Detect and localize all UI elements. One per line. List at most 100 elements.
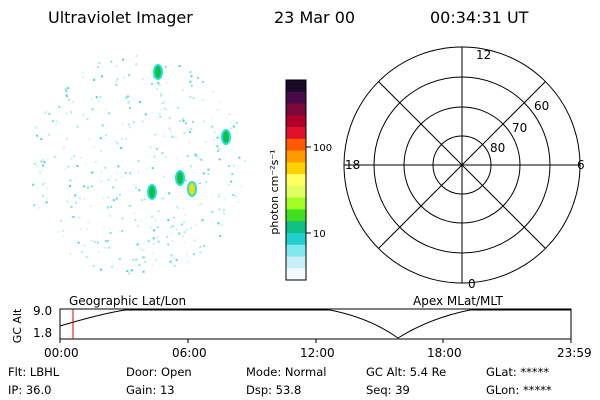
image-speckle <box>203 245 206 247</box>
image-speckle <box>191 120 194 123</box>
colorbar-band <box>286 268 306 281</box>
image-speckle <box>201 219 204 222</box>
colorbar-band <box>286 80 306 93</box>
image-speckle <box>100 150 103 152</box>
image-speckle <box>120 147 123 149</box>
image-speckle <box>42 158 45 161</box>
image-speckle <box>114 81 117 84</box>
lat-label-60: 60 <box>534 99 549 113</box>
image-speckle <box>169 226 172 229</box>
image-speckle <box>155 147 158 150</box>
image-speckle <box>36 165 39 168</box>
image-speckle <box>111 186 114 189</box>
image-speckle <box>219 235 222 237</box>
image-speckle <box>157 82 160 85</box>
colorbar-label-10: 10 <box>313 229 326 240</box>
mode-status: Mode: Normal <box>246 365 327 379</box>
image-speckle <box>77 241 80 244</box>
image-speckle <box>32 183 35 186</box>
image-speckle <box>90 185 93 188</box>
image-speckle <box>171 225 174 228</box>
image-speckle <box>181 223 184 226</box>
image-speckle <box>228 113 231 116</box>
image-speckle <box>143 256 146 259</box>
image-speckle <box>58 106 61 108</box>
image-speckle <box>95 96 98 99</box>
image-speckle <box>198 182 201 185</box>
image-speckle <box>73 155 76 158</box>
image-speckle <box>218 208 221 211</box>
image-speckle <box>125 137 128 140</box>
image-speckle <box>69 185 72 187</box>
image-speckle <box>69 252 72 255</box>
image-speckle <box>90 97 93 100</box>
image-speckle <box>154 219 157 222</box>
image-speckle <box>81 71 84 74</box>
image-speckle <box>152 252 155 255</box>
image-speckle <box>228 184 231 186</box>
image-speckle <box>127 123 130 126</box>
image-speckle <box>143 198 146 201</box>
uv-image-panel <box>32 55 247 275</box>
image-speckle <box>230 180 233 183</box>
image-speckle <box>90 239 93 242</box>
image-speckle <box>177 106 179 109</box>
image-speckle <box>122 58 125 61</box>
image-speckle <box>158 113 161 116</box>
image-speckle <box>112 199 115 202</box>
image-speckle <box>171 232 174 235</box>
image-speckle <box>156 226 159 229</box>
image-speckle <box>183 207 185 210</box>
track-plot-frame <box>59 308 572 340</box>
image-speckle <box>102 196 105 199</box>
mlt-label-6: 6 <box>577 158 585 172</box>
image-speckle <box>41 168 44 171</box>
image-speckle <box>159 197 162 200</box>
image-speckle <box>171 262 174 265</box>
image-speckle <box>197 178 200 181</box>
image-speckle <box>129 270 132 272</box>
image-speckle <box>103 137 106 140</box>
image-speckle <box>107 178 110 181</box>
image-speckle <box>166 108 168 111</box>
image-speckle <box>67 187 70 190</box>
image-speckle <box>164 156 167 158</box>
image-speckle <box>244 160 247 163</box>
image-speckle <box>144 113 147 116</box>
image-speckle <box>68 98 71 101</box>
mlt-label-12: 12 <box>476 48 491 62</box>
image-speckle <box>65 95 68 98</box>
image-speckle <box>185 253 188 256</box>
image-speckle <box>83 244 86 247</box>
image-speckle <box>79 228 82 231</box>
image-speckle <box>170 130 173 133</box>
image-speckle <box>184 229 187 232</box>
image-speckle <box>160 94 163 97</box>
image-speckle <box>153 155 156 158</box>
image-speckle <box>91 108 94 111</box>
colorbar-band <box>286 197 306 211</box>
image-speckle <box>181 118 184 120</box>
image-speckle <box>128 100 131 103</box>
image-speckle <box>83 185 86 188</box>
image-speckle <box>78 216 81 219</box>
image-speckle <box>153 75 155 78</box>
image-speckle <box>207 173 210 175</box>
image-speckle <box>65 90 68 93</box>
image-speckle <box>123 76 126 79</box>
image-speckle <box>204 140 207 143</box>
image-speckle <box>151 263 154 266</box>
image-speckle <box>182 120 185 122</box>
image-speckle <box>116 172 119 175</box>
image-speckle <box>99 137 102 140</box>
image-speckle <box>197 76 199 79</box>
image-speckle <box>75 201 77 204</box>
image-speckle <box>182 88 184 91</box>
image-speckle <box>114 140 117 143</box>
image-speckle <box>66 200 69 203</box>
image-speckle <box>46 197 49 200</box>
date-label: 23 Mar 00 <box>274 8 356 27</box>
image-speckle <box>109 205 112 208</box>
colorbar <box>286 80 306 281</box>
image-speckle <box>55 120 58 123</box>
